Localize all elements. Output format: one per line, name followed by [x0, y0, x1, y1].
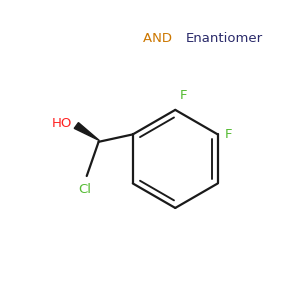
Text: Cl: Cl	[79, 183, 92, 196]
Text: F: F	[180, 89, 187, 102]
Text: Enantiomer: Enantiomer	[185, 32, 262, 45]
Polygon shape	[74, 123, 100, 141]
Text: AND: AND	[142, 32, 176, 45]
Text: Enantiomer: Enantiomer	[0, 299, 1, 300]
Text: HO: HO	[52, 118, 72, 130]
Text: F: F	[225, 128, 233, 141]
